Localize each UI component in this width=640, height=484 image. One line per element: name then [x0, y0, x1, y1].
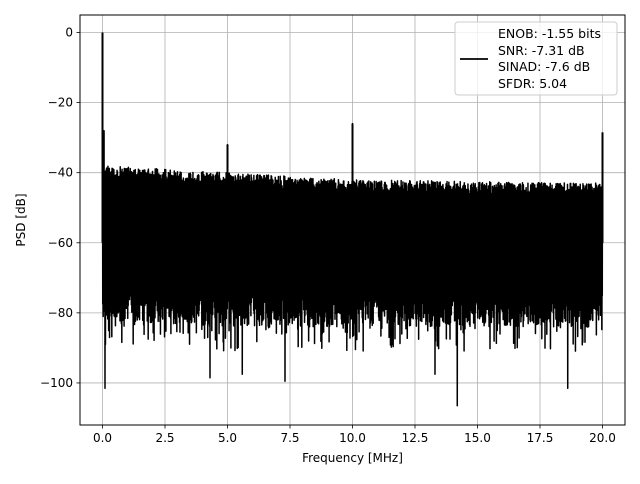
x-tick-label: 12.5 — [402, 431, 429, 445]
y-tick-label: −80 — [48, 306, 73, 320]
x-tick-label: 7.5 — [280, 431, 299, 445]
psd-series-line — [101, 32, 604, 407]
legend-box — [454, 21, 618, 96]
x-tick-label: 15.0 — [464, 431, 491, 445]
x-tick-label: 20.0 — [589, 431, 616, 445]
legend-line-sinad: SINAD: -7.6 dB — [498, 59, 590, 74]
legend-line-sfdr: SFDR: 5.04 — [498, 76, 567, 91]
x-tick-label: 2.5 — [155, 431, 174, 445]
x-axis-ticks: 0.0 2.5 5.0 7.5 10.0 12.5 15.0 17.5 20.0 — [93, 425, 616, 445]
y-tick-label: 0 — [65, 26, 73, 40]
legend-line-enob: ENOB: -1.55 bits — [498, 26, 601, 41]
x-tick-label: 10.0 — [339, 431, 366, 445]
x-axis-label: Frequency [MHz] — [302, 451, 403, 465]
y-tick-label: −60 — [48, 236, 73, 250]
y-tick-label: −40 — [48, 166, 73, 180]
y-tick-label: −100 — [40, 376, 73, 390]
x-tick-label: 5.0 — [218, 431, 237, 445]
data-layer — [101, 32, 604, 407]
x-tick-label: 0.0 — [93, 431, 112, 445]
y-axis-ticks: 0 −20 −40 −60 −80 −100 — [40, 26, 80, 390]
legend-line-snr: SNR: -7.31 dB — [498, 43, 585, 58]
y-axis-label: PSD [dB] — [14, 193, 28, 246]
legend: ENOB: -1.55 bits SNR: -7.31 dB SINAD: -7… — [454, 21, 618, 96]
y-tick-label: −20 — [48, 96, 73, 110]
x-tick-label: 17.5 — [527, 431, 554, 445]
